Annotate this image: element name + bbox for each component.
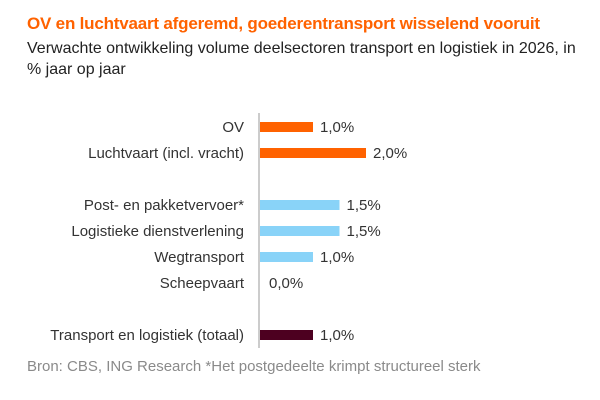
bar xyxy=(260,200,340,210)
category-label: Luchtvaart (incl. vracht) xyxy=(88,145,244,162)
bar xyxy=(260,330,313,340)
category-label: Wegtransport xyxy=(154,249,245,266)
category-label: Logistieke dienstverlening xyxy=(71,223,244,240)
category-label: Transport en logistiek (totaal) xyxy=(50,327,244,344)
category-label: Scheepvaart xyxy=(160,275,245,292)
data-label: 0,0% xyxy=(269,275,303,292)
bar xyxy=(260,122,313,132)
data-label: 1,5% xyxy=(347,223,381,240)
chart-title: OV en luchtvaart afgeremd, goederentrans… xyxy=(27,14,540,33)
chart-source: Bron: CBS, ING Research *Het postgedeelt… xyxy=(27,358,481,375)
data-label: 1,5% xyxy=(347,197,381,214)
bar xyxy=(260,226,340,236)
data-label: 1,0% xyxy=(320,119,354,136)
bar xyxy=(260,252,313,262)
data-label: 1,0% xyxy=(320,249,354,266)
data-label: 1,0% xyxy=(320,327,354,344)
category-label: OV xyxy=(222,119,244,136)
data-label: 2,0% xyxy=(373,145,407,162)
chart-subtitle: Verwachte ontwikkeling volume deelsector… xyxy=(27,40,576,78)
bar xyxy=(260,148,366,158)
category-label: Post- en pakketvervoer* xyxy=(84,197,244,214)
